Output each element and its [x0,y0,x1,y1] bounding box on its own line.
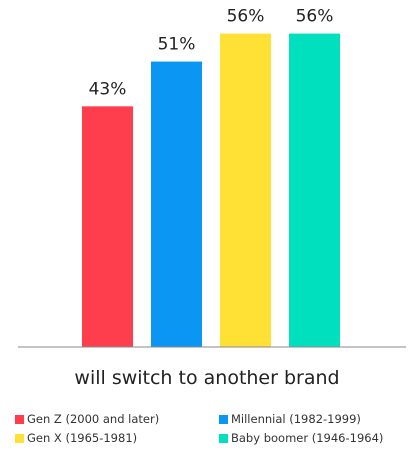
legend-item-gen-z: Gen Z (2000 and later) [15,412,219,426]
bar-baby [289,33,340,347]
bar-chart: 43% 51% 56% 56% will switch to another bran… [18,7,406,389]
legend-label-baby-boomer: Baby boomer (1946-1964) [231,431,384,445]
legend-swatch-gen-x [15,433,24,443]
legend: Gen Z (2000 and later) Millennial (1982-… [15,412,411,445]
legend-swatch-millennial [219,414,228,424]
legend-item-gen-x: Gen X (1965-1981) [15,431,219,445]
legend-label-gen-x: Gen X (1965-1981) [27,431,138,445]
bars-group [82,33,340,348]
bar-gen [82,106,133,347]
legend-swatch-baby-boomer [219,433,228,443]
value-label-gen: 43% [89,79,127,99]
legend-item-baby-boomer: Baby boomer (1946-1964) [219,431,411,445]
legend-label-gen-z: Gen Z (2000 and later) [27,412,160,426]
bar-gen [220,33,271,347]
value-labels-group: 43% 51% 56% 56% [89,7,334,100]
value-label-gen: 56% [227,7,265,27]
value-label-millennial: 51% [158,35,196,55]
legend-label-millennial: Millennial (1982-1999) [231,412,361,426]
bar-millennial [151,61,202,348]
category-label: will switch to another brand [74,367,339,389]
legend-swatch-gen-z [15,414,24,424]
legend-item-millennial: Millennial (1982-1999) [219,412,411,426]
value-label-baby: 56% [296,7,334,27]
